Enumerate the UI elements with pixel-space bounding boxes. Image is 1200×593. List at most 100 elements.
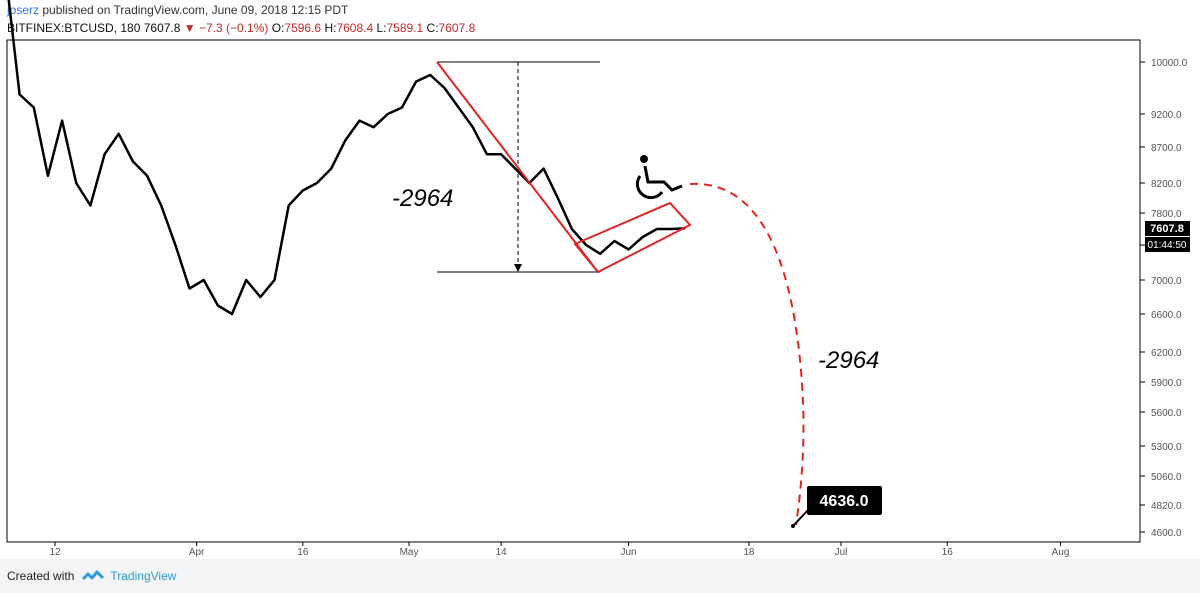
x-tick-label: 18 [743,547,755,558]
tradingview-logo-icon [82,570,105,581]
price-point [458,106,460,109]
price-point [203,279,205,281]
price-point [118,133,120,135]
price-point [103,153,106,155]
annotation-text-1: -2964 [392,185,453,212]
price-point [514,168,516,170]
price-point [358,120,361,122]
price-point [571,228,573,230]
x-tick-label: 16 [942,547,954,558]
close-label: C: [426,21,439,35]
y-tick-label: 7000.0 [1151,276,1182,287]
price-point [443,87,446,89]
x-tick-label: May [400,547,419,558]
price-point [132,160,134,162]
price-point [33,106,35,109]
open-label: O: [271,21,285,35]
high-label: H: [324,21,337,35]
plot-frame [6,39,1141,543]
publish-header: joserz published on TradingView.com, Jun… [7,2,348,18]
price-point [642,236,644,238]
price-point [500,153,502,155]
open-value: 7596.6 [284,21,322,35]
price-point [344,139,346,141]
price-point [472,126,474,128]
footer-bar [0,559,1200,593]
y-tick-label: 5300.0 [1151,442,1182,453]
price-point [288,204,290,207]
price-change: −7.3 (−0.1%) [199,21,269,35]
price-point [75,182,77,184]
countdown-tag [1145,237,1190,252]
price-point [273,279,276,281]
y-tick-label: 5600.0 [1151,408,1182,419]
price-point [415,80,417,83]
x-tick-label: Apr [189,547,205,558]
x-tick-label: Jul [835,547,848,558]
price-point [387,113,389,115]
price-point [330,168,332,170]
price-point [18,93,21,96]
symbol-name: BITFINEX:BTCUSD, 180 [7,21,141,35]
y-tick-label: 9200.0 [1151,110,1182,121]
x-tick-label: Aug [1052,547,1070,558]
x-tick-label: 12 [49,547,61,558]
price-point [316,182,318,184]
y-tick-label: 8700.0 [1151,143,1182,154]
countdown-label: 01:44:50 [1148,240,1187,251]
price-point [401,106,403,109]
high-value: 7608.4 [336,21,374,35]
price-point [174,244,176,246]
price-point [302,189,304,192]
callout-pointer [792,509,809,527]
price-point [373,126,375,128]
price-point [486,153,488,155]
y-tick-label: 5060.0 [1151,472,1182,483]
price-point [160,204,162,207]
last-price: 7607.8 [143,21,181,35]
x-axis-ticks: 12 Apr 16 May 14 Jun 18 Jul 16 Aug [49,542,1069,558]
current-price-tag [1145,221,1190,236]
price-point [89,204,92,207]
low-label: L: [376,21,387,35]
price-chart[interactable]: 10000.09200.08700.08200.07800.07400.0700… [0,0,1200,560]
author-link[interactable]: joserz [7,3,40,17]
x-tick-label: 14 [496,547,508,558]
tradingview-link[interactable]: TradingView [110,569,177,583]
price-point [542,168,545,170]
y-tick-label: 8200.0 [1151,179,1182,190]
callout-box[interactable] [807,486,882,515]
x-tick-label: 16 [297,547,309,558]
price-point [259,296,261,298]
y-tick-label: 5900.0 [1151,378,1182,389]
down-arrow-icon: ▼ [183,21,196,35]
price-point [188,287,191,290]
current-price-label: 7607.8 [1150,223,1184,235]
close-value: 7607.8 [438,21,476,35]
y-tick-label: 4820.0 [1151,501,1182,512]
y-tick-label: 6200.0 [1151,348,1182,359]
projection-path[interactable] [689,182,805,526]
y-axis-ticks: 10000.09200.08700.08200.07800.07400.0700… [1140,58,1188,539]
measure-arrow-head [514,264,522,272]
price-point [557,197,559,199]
downtrend-line[interactable] [436,61,599,273]
price-point [61,120,63,122]
annotation-text-2: -2964 [818,347,879,374]
low-value: 7589.1 [386,21,424,35]
price-point [146,175,148,177]
y-tick-label: 7800.0 [1151,209,1182,220]
y-tick-label: 6600.0 [1151,310,1182,321]
price-point [599,253,601,255]
price-point [627,248,630,250]
price-point [613,240,616,242]
price-point [217,304,219,307]
price-point [656,228,658,230]
bear-flag-channel[interactable] [573,201,692,274]
price-point [231,313,233,315]
x-tick-label: Jun [621,547,637,558]
price-point [245,279,247,281]
callout-anchor [791,524,795,528]
created-with-text: Created with [7,569,75,583]
price-series [7,0,686,316]
